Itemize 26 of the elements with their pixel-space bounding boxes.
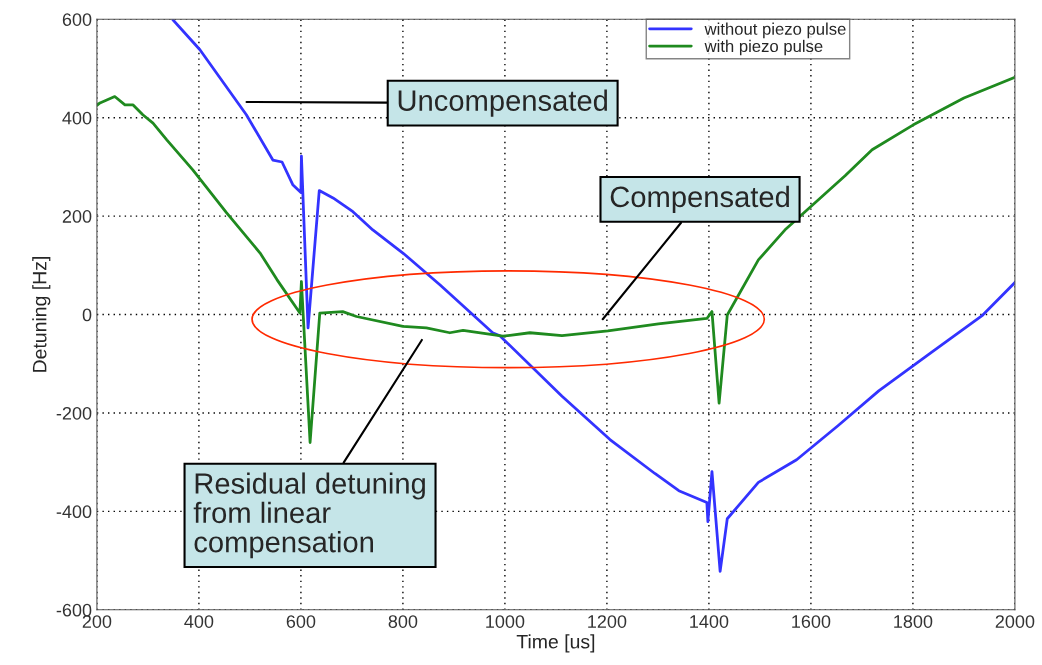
legend-label: with piezo pulse — [704, 39, 823, 56]
x-tick-label: 600 — [286, 615, 316, 628]
x-tick-label: 1000 — [486, 615, 525, 628]
y-axis-title: Detuning [Hz] — [32, 257, 51, 372]
annotation: Compensated — [610, 185, 789, 213]
x-tick-label: 1600 — [792, 615, 831, 628]
x-tick-label: 200 — [82, 615, 112, 628]
y-tick-label: -200 — [56, 406, 92, 420]
x-tick-label: 800 — [388, 615, 418, 628]
annotation: Uncompensated — [398, 89, 607, 117]
legend-label: without piezo pulse — [704, 22, 846, 39]
y-tick-label: 600 — [62, 13, 92, 27]
x-tick-label: 2000 — [995, 615, 1035, 628]
line-series — [171, 19, 1015, 573]
y-tick-label: 0 — [82, 308, 92, 322]
x-tick-label: 1400 — [690, 615, 729, 628]
y-tick-label: 200 — [62, 210, 92, 223]
x-tick-label: 400 — [184, 615, 214, 628]
y-tick-label: 400 — [62, 111, 92, 125]
x-axis-title: Time [us] — [516, 634, 595, 653]
x-tick-label: 1800 — [894, 615, 933, 628]
line-series — [96, 75, 1015, 444]
x-tick-label: 1200 — [588, 615, 627, 628]
y-tick-label: -400 — [56, 505, 92, 519]
y-tick-label: -600 — [56, 603, 92, 617]
annotation: Residual detuning from linear compensation — [193, 472, 425, 559]
